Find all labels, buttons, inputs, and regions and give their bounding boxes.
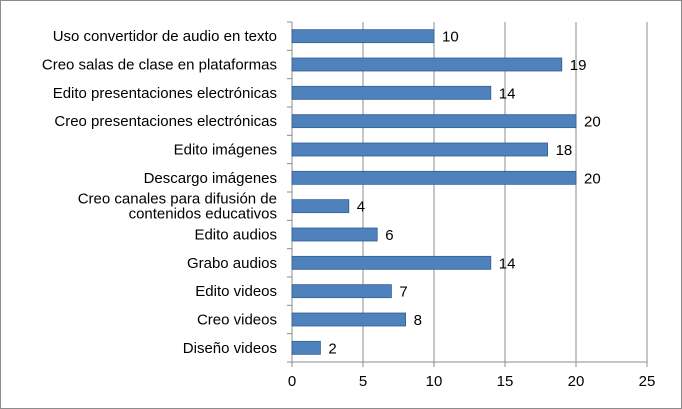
category-label-10: Creo videos — [197, 312, 277, 329]
bar-8 — [291, 255, 492, 270]
x-tick-label-15: 15 — [497, 373, 514, 390]
category-label-7: Edito audios — [194, 227, 277, 244]
data-label-7: 6 — [385, 227, 393, 244]
category-label-8: Grabo audios — [187, 255, 277, 272]
data-label-1: 19 — [570, 57, 587, 74]
data-label-11: 2 — [328, 340, 336, 357]
category-label-3: Creo presentaciones electrónicas — [54, 113, 277, 130]
data-label-3: 20 — [584, 114, 601, 131]
x-tick-label-5: 5 — [359, 373, 367, 390]
x-tick-label-0: 0 — [288, 373, 296, 390]
bar-0 — [291, 29, 435, 44]
bar-6 — [291, 199, 350, 214]
bar-10 — [291, 312, 406, 327]
category-label-9: Edito videos — [195, 283, 277, 300]
category-label-2: Edito presentaciones electrónicas — [53, 85, 277, 102]
category-label-5: Descargo imágenes — [144, 170, 277, 187]
category-label-11: Diseño videos — [183, 340, 277, 357]
x-tick-label-10: 10 — [426, 373, 443, 390]
bar-9 — [291, 284, 392, 299]
category-label-6: contenidos educativos — [129, 206, 277, 223]
category-label-1: Creo salas de clase en plataformas — [42, 57, 277, 74]
data-label-6: 4 — [357, 199, 365, 216]
data-label-4: 18 — [556, 142, 573, 159]
data-label-2: 14 — [499, 85, 516, 102]
category-label-6: Creo canales para difusión de — [78, 191, 277, 208]
data-label-5: 20 — [584, 170, 601, 187]
data-label-10: 8 — [414, 312, 422, 329]
data-label-8: 14 — [499, 255, 516, 272]
x-tick-label-20: 20 — [568, 373, 585, 390]
category-label-0: Uso convertidor de audio en texto — [53, 28, 277, 45]
data-label-9: 7 — [399, 284, 407, 301]
category-label-4: Edito imágenes — [174, 142, 277, 159]
bar-4 — [291, 142, 549, 157]
bar-7 — [291, 227, 378, 242]
bar-1 — [291, 57, 563, 72]
data-label-0: 10 — [442, 29, 459, 46]
bar-2 — [291, 85, 492, 100]
bar-5 — [291, 170, 577, 185]
x-tick-label-25: 25 — [639, 373, 656, 390]
bar-3 — [291, 114, 577, 129]
bar-11 — [291, 340, 321, 355]
